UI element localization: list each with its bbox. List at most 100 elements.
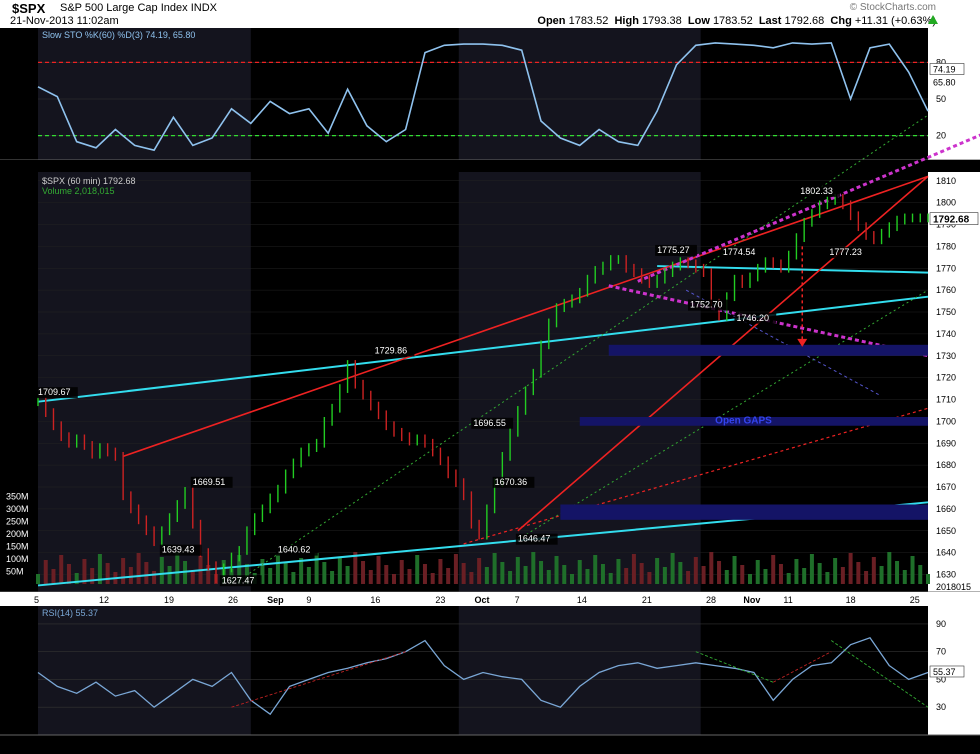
x-tick-label: 9 xyxy=(306,595,311,605)
volume-bar xyxy=(152,571,157,584)
volume-bar xyxy=(36,574,40,584)
volume-bar xyxy=(244,564,249,584)
volume-bar xyxy=(840,567,845,584)
x-tick-label: 18 xyxy=(846,595,856,605)
price-panel: 1630 1640 1650 1660 1670 1680 1690 1700 1710 1720… xyxy=(6,114,980,592)
price-legend: $SPX (60 min) 1792.68 xyxy=(42,176,136,186)
volume-bar xyxy=(871,557,876,584)
annotation-bg xyxy=(190,476,233,488)
price-tick-label: 1710 xyxy=(936,395,956,405)
low-label: Low xyxy=(687,15,710,27)
price-annotation: 1669.51 xyxy=(193,477,226,487)
volume-bar xyxy=(337,557,342,584)
volume-legend: Volume 2,018,015 xyxy=(42,186,115,196)
price-tick-label: 1650 xyxy=(936,526,956,536)
volume-tick-label: 350M xyxy=(6,492,29,502)
volume-bar xyxy=(384,565,389,584)
annotation-bg xyxy=(798,185,841,197)
last-value: 1792.68 xyxy=(784,15,825,27)
volume-bar xyxy=(647,572,652,584)
last-price-badge xyxy=(929,212,979,225)
annotation-bg xyxy=(36,387,78,399)
volume-bar xyxy=(655,558,660,584)
volume-bar xyxy=(59,555,64,584)
volume-bar xyxy=(639,563,644,584)
panel-gap xyxy=(0,160,980,172)
annotation-bg xyxy=(515,533,558,545)
price-tick-label: 1760 xyxy=(936,285,956,295)
annotation-bg xyxy=(159,544,202,556)
volume-bar xyxy=(167,566,172,584)
price-annotation: 1709.67 xyxy=(38,387,71,397)
volume-bar xyxy=(469,572,474,584)
green-dotted-channel-2 xyxy=(517,289,929,540)
volume-bar xyxy=(864,571,869,584)
volume-bar xyxy=(732,556,737,584)
month-shade xyxy=(38,606,251,735)
annotation-bg xyxy=(492,476,535,488)
volume-bar xyxy=(314,553,319,584)
sto-legend: Slow STO %K(60) %D(3) 74.19, 65.80 xyxy=(42,30,195,40)
x-tick-label: 16 xyxy=(370,595,380,605)
annotation-bg xyxy=(688,299,730,311)
volume-bar xyxy=(833,558,838,584)
high-label: High xyxy=(614,15,639,27)
price-annotation: 1646.47 xyxy=(518,534,551,544)
volume-bar xyxy=(136,553,141,584)
price-annotation: 1774.54 xyxy=(723,247,756,257)
high-value: 1793.38 xyxy=(641,15,682,27)
volume-bar xyxy=(531,552,536,584)
volume-tick-label: 200M xyxy=(6,529,29,539)
sto-line xyxy=(37,42,929,152)
rsi-legend: RSI(14) 55.37 xyxy=(42,608,98,618)
x-tick-label: Oct xyxy=(475,595,490,605)
gap-zone xyxy=(560,504,928,520)
price-annotation: 1627.47 xyxy=(222,575,255,585)
rsi-divergence-line xyxy=(231,651,406,708)
volume-bar xyxy=(918,565,923,584)
volume-bar xyxy=(686,571,691,584)
month-shade xyxy=(458,28,701,160)
annotation-bg xyxy=(734,312,777,324)
ohlc-readout: Open 1783.52 High 1793.38 Low 1783.52 La… xyxy=(537,15,936,27)
chg-label: Chg xyxy=(830,15,852,27)
volume-bar xyxy=(809,554,814,584)
volume-bar xyxy=(709,552,714,584)
red-upper-trendline xyxy=(122,175,929,458)
volume-bar xyxy=(701,566,706,584)
price-tick-label: 1740 xyxy=(936,329,956,339)
volume-bar xyxy=(585,569,590,584)
volume-bar xyxy=(879,566,884,584)
x-axis: 5 12 19 26 Sep 9 16 23 Oct 7 14 21 28 Nov 11 18 25 xyxy=(0,592,980,606)
rsi-divergence-line-2 xyxy=(695,651,774,683)
volume-bar xyxy=(237,555,242,584)
volume-bar xyxy=(260,559,265,584)
rsi-tick-label: 70 xyxy=(936,647,946,657)
volume-tick-label: 100M xyxy=(6,554,29,564)
annotation-bg xyxy=(471,417,514,429)
price-annotation: 1640.62 xyxy=(278,545,311,555)
gap-zone xyxy=(608,344,928,356)
volume-tick-label: 150M xyxy=(6,542,29,552)
chart-datetime: 21-Nov-2013 11:02am xyxy=(10,15,119,27)
volume-bar xyxy=(500,562,505,584)
volume-bar xyxy=(453,554,458,584)
volume-bar xyxy=(345,566,350,584)
volume-bar xyxy=(763,569,768,584)
volume-bar xyxy=(66,564,71,584)
volume-bar xyxy=(159,557,164,584)
rsi-tick-label: 30 xyxy=(936,702,946,712)
volume-bar xyxy=(206,565,211,584)
volume-bar xyxy=(546,570,551,584)
volume-bar xyxy=(51,569,56,584)
month-shade xyxy=(458,172,701,592)
x-axis-background xyxy=(0,592,980,606)
x-tick-label: Sep xyxy=(267,595,284,605)
price-annotation: 1746.20 xyxy=(736,313,769,323)
volume-bar xyxy=(407,569,412,584)
price-annotation: 1639.43 xyxy=(162,545,195,555)
volume-bar xyxy=(361,561,366,584)
volume-bar xyxy=(693,557,698,584)
chart-header: $SPX S&P 500 Large Cap Index INDX 21-Nov… xyxy=(0,0,980,28)
